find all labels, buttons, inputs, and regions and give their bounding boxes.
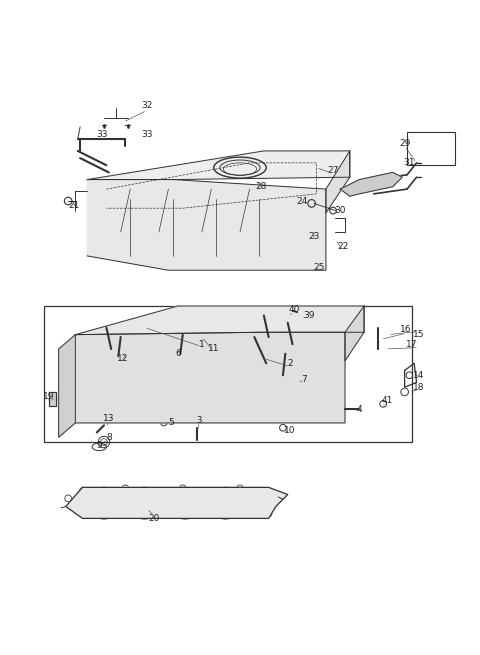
Text: 9: 9 <box>96 441 102 451</box>
Text: 41: 41 <box>381 396 393 405</box>
Text: 12: 12 <box>118 354 129 363</box>
Text: 7: 7 <box>301 375 307 384</box>
Text: 31: 31 <box>404 159 415 168</box>
Text: 22: 22 <box>337 242 348 251</box>
Polygon shape <box>345 306 364 361</box>
Text: 15: 15 <box>413 330 425 339</box>
Text: 13: 13 <box>103 414 115 422</box>
Text: 6: 6 <box>175 349 181 358</box>
Text: 10: 10 <box>284 426 296 435</box>
Text: 18: 18 <box>413 383 425 392</box>
Text: 8: 8 <box>106 433 112 441</box>
Polygon shape <box>326 151 350 213</box>
Polygon shape <box>75 332 345 423</box>
Bar <box>407 132 455 165</box>
Text: 30: 30 <box>335 206 346 215</box>
Text: 39: 39 <box>303 311 315 320</box>
Text: 4: 4 <box>357 405 362 414</box>
Polygon shape <box>49 392 56 406</box>
Polygon shape <box>66 487 288 518</box>
Text: 3: 3 <box>197 416 202 425</box>
Text: 14: 14 <box>413 371 425 380</box>
Text: 23: 23 <box>308 233 320 241</box>
Polygon shape <box>87 179 326 271</box>
Text: 17: 17 <box>406 340 418 348</box>
Text: 19: 19 <box>43 392 55 402</box>
Text: 40: 40 <box>288 305 300 314</box>
Text: 11: 11 <box>208 345 219 354</box>
Polygon shape <box>87 151 350 179</box>
Text: 16: 16 <box>400 326 412 335</box>
Text: 21: 21 <box>68 201 80 210</box>
Text: 27: 27 <box>327 166 339 174</box>
Text: 20: 20 <box>148 514 160 523</box>
Text: 32: 32 <box>141 101 153 110</box>
Polygon shape <box>75 306 364 335</box>
Bar <box>44 306 412 442</box>
Text: 2: 2 <box>288 359 293 368</box>
Polygon shape <box>59 335 75 438</box>
Text: 29: 29 <box>399 140 410 148</box>
Text: 33: 33 <box>141 130 153 139</box>
Text: 28: 28 <box>256 182 267 191</box>
Text: 5: 5 <box>168 419 174 428</box>
Text: 1: 1 <box>199 340 204 348</box>
Polygon shape <box>340 172 402 196</box>
Text: 25: 25 <box>313 263 324 272</box>
Text: 33: 33 <box>96 130 108 139</box>
Circle shape <box>176 320 190 335</box>
Text: 24: 24 <box>297 196 308 206</box>
